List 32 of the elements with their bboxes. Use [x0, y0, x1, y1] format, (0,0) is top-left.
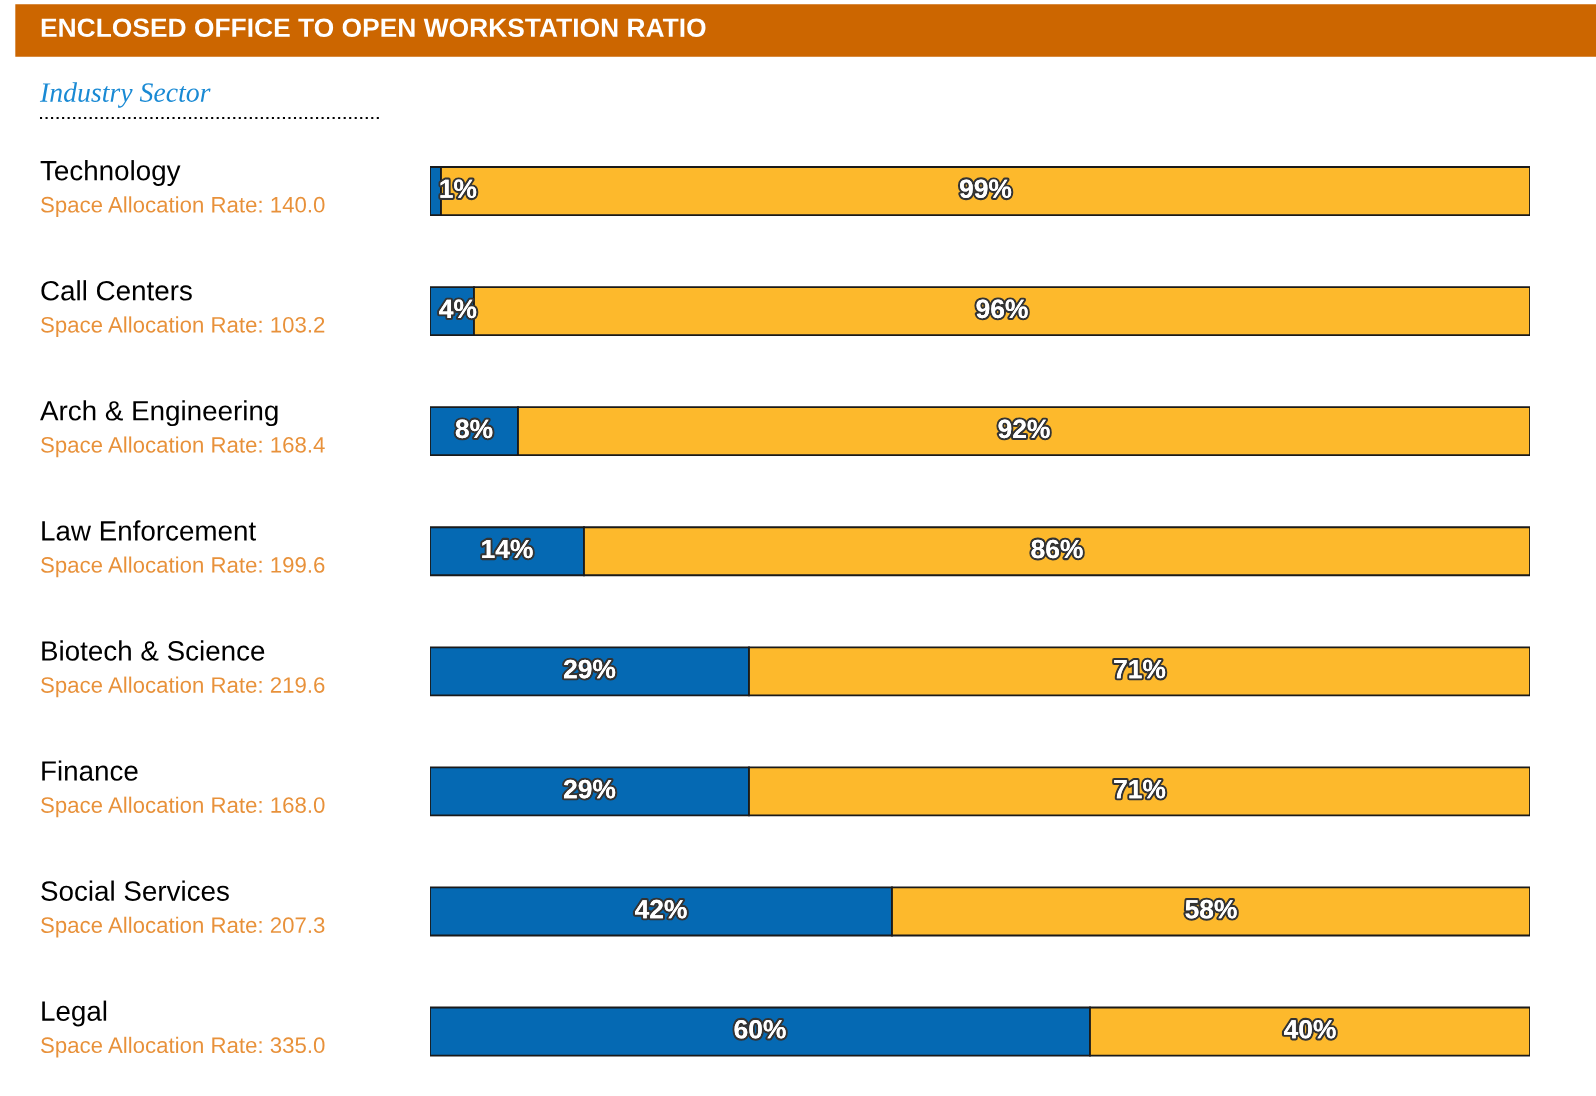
- y-axis-title: Industry Sector: [39, 82, 211, 108]
- data-label: 29%: [564, 779, 616, 799]
- y-tick-label: Law Enforcement: [42, 520, 256, 541]
- text: Space Allocation Rate: 103.2: [41, 316, 325, 338]
- y-tick-label: Legal: [42, 1000, 107, 1027]
- data-label: 86%: [1031, 539, 1083, 559]
- data-label: 14%: [482, 539, 533, 559]
- text: Space Allocation Rate: 199.6: [41, 556, 325, 578]
- text: Space Allocation Rate: 168.0: [41, 796, 325, 818]
- data-label: 96%: [976, 299, 1028, 319]
- y-tick-label: Finance: [42, 760, 138, 781]
- y-tick-label: Call Centers: [41, 280, 192, 301]
- data-label: 71%: [1114, 779, 1166, 799]
- data-label: 99%: [960, 179, 1012, 199]
- data-label: 40%: [1283, 1019, 1336, 1039]
- y-tick-label: Technology: [40, 160, 181, 186]
- data-label: 42%: [634, 899, 687, 919]
- data-label: 71%: [1114, 659, 1166, 679]
- data-label: 29%: [564, 659, 616, 679]
- data-label: 60%: [734, 1019, 786, 1039]
- text: Space Allocation Rate: 168.4: [41, 436, 325, 458]
- text: Space Allocation Rate: 207.3: [41, 916, 325, 938]
- y-tick-label: Arch & Engineering: [40, 400, 278, 427]
- data-label: 58%: [1185, 899, 1237, 919]
- text: Space Allocation Rate: 219.6: [41, 676, 325, 698]
- y-tick-label: Social Services: [41, 880, 229, 901]
- text: Space Allocation Rate: 140.0: [41, 196, 325, 217]
- data-label: 8%: [455, 419, 493, 439]
- chart-title: ENCLOSED OFFICE TO OPEN WORKSTATION RATIO: [41, 18, 706, 38]
- text: Space Allocation Rate: 335.0: [41, 1036, 325, 1058]
- data-label: 92%: [998, 419, 1050, 439]
- y-tick-label: Biotech & Science: [42, 640, 265, 661]
